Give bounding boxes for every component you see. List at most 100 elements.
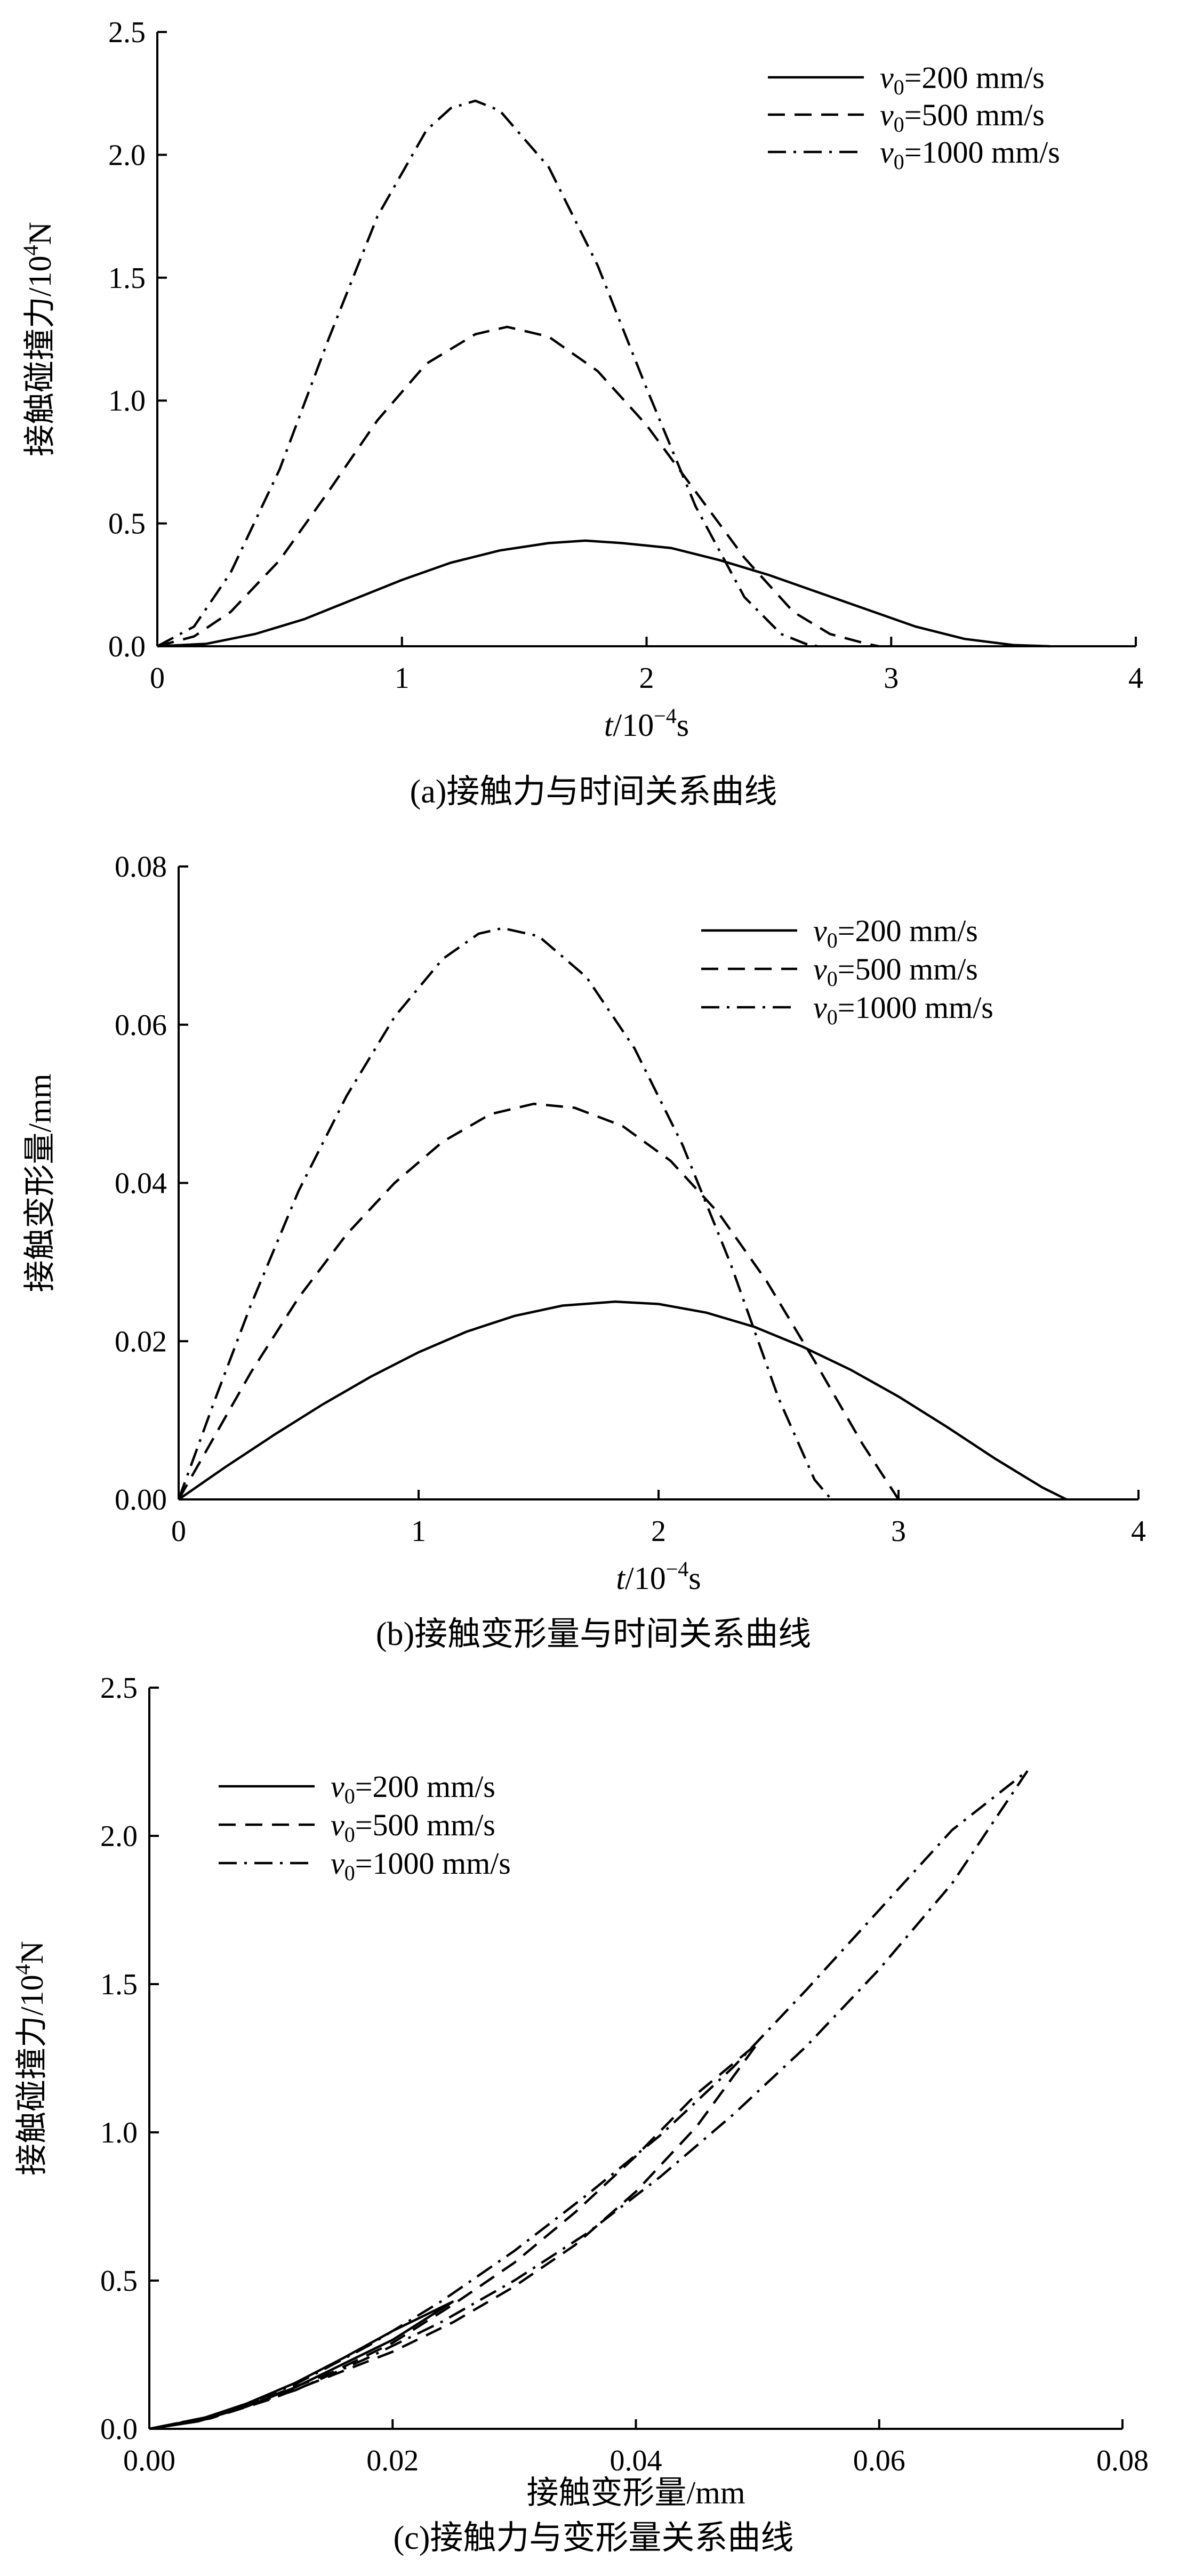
legend-label: v0=500 mm/s	[331, 1808, 495, 1847]
y-tick-label: 1.0	[100, 2116, 138, 2149]
x-tick-label: 3	[891, 1515, 906, 1548]
y-tick-label: 0.0	[108, 630, 146, 663]
legend-sub: 0	[894, 75, 904, 99]
series-line-solid	[149, 2300, 454, 2430]
legend-sub: 0	[344, 1784, 355, 1808]
series-line-dashdot	[156, 99, 819, 648]
legend-label: v0=200 mm/s	[813, 913, 978, 952]
legend: v0=200 mm/sv0=500 mm/sv0=1000 mm/s	[768, 60, 1060, 174]
legend: v0=200 mm/sv0=500 mm/sv0=1000 mm/s	[219, 1769, 511, 1885]
y-axis-label: 接触碰撞力/104N	[19, 222, 58, 456]
legend: v0=200 mm/sv0=500 mm/sv0=1000 mm/s	[701, 913, 993, 1029]
legend-label: v0=1000 mm/s	[880, 135, 1060, 174]
legend-rest: =200 mm/s	[838, 913, 978, 948]
series-line-solid	[157, 539, 1050, 648]
y-tick-label: 2.5	[108, 16, 146, 49]
y-label-text: 接触碰撞力/10	[22, 255, 58, 456]
y-tick-label: 1.5	[100, 1968, 138, 2001]
legend-var: v	[813, 952, 827, 986]
y-label-text: 接触碰撞力/10	[14, 1975, 50, 2176]
y-tick-label: 2.0	[108, 139, 146, 172]
chart-caption: (c)接触力与变形量关系曲线	[394, 2520, 794, 2556]
legend-sub: 0	[344, 1861, 355, 1885]
y-tick-label: 0.0	[100, 2413, 138, 2446]
series-line-solid	[178, 1300, 1067, 1501]
x-tick-label: 0.02	[366, 2444, 419, 2477]
legend-sub: 0	[827, 928, 838, 952]
y-tick-label: 1.5	[108, 262, 146, 295]
legend-var: v	[331, 1769, 344, 1804]
y-tick-label: 2.0	[100, 1820, 138, 1853]
x-tick-label: 2	[651, 1515, 666, 1548]
x-label-exp: −4	[654, 704, 677, 728]
legend-sub: 0	[894, 113, 904, 137]
y-label-unit: N	[22, 222, 58, 245]
legend-rest: =200 mm/s	[904, 60, 1045, 95]
legend-sub: 0	[894, 150, 904, 174]
x-label-tail: s	[688, 1561, 701, 1596]
x-tick-label: 3	[884, 662, 899, 695]
legend-var: v	[331, 1846, 344, 1881]
x-tick-label: 4	[1131, 1515, 1146, 1548]
legend-label: v0=1000 mm/s	[331, 1846, 511, 1885]
x-tick-label: 0.06	[853, 2444, 905, 2477]
x-label-var: t	[616, 1561, 625, 1596]
chart-c: 0.00 0.02 0.04 0.06 0.080.00.51.01.52.02.5v0…	[11, 1672, 1149, 2556]
x-tick-label: 0	[150, 662, 165, 695]
legend-rest: =1000 mm/s	[838, 990, 993, 1025]
legend-label: v0=200 mm/s	[880, 60, 1045, 99]
y-label-text: 接触变形量/mm	[22, 1073, 58, 1292]
y-tick-label: 0.06	[115, 1009, 167, 1042]
chart-caption: (b)接触变形量与时间关系曲线	[376, 1616, 811, 1652]
x-tick-label: 0	[171, 1515, 186, 1548]
legend-label: v0=500 mm/s	[880, 98, 1045, 137]
chart-caption: (a)接触力与时间关系曲线	[410, 774, 777, 810]
legend-var: v	[880, 98, 894, 132]
y-label-exp: 4	[11, 1964, 35, 1975]
legend-label: v0=200 mm/s	[331, 1769, 495, 1808]
y-tick-label: 0.5	[100, 2265, 138, 2298]
y-label-unit: N	[14, 1941, 50, 1964]
legend-sub: 0	[344, 1823, 355, 1847]
x-label-tail: s	[677, 708, 689, 743]
x-axis-label: t/10−4s	[604, 704, 689, 743]
legend-rest: =1000 mm/s	[355, 1846, 511, 1881]
x-label-var: t	[604, 708, 614, 743]
y-label-exp: 4	[19, 245, 43, 255]
legend-var: v	[880, 135, 894, 170]
x-tick-label: 2	[639, 662, 654, 695]
series-line-dashdot	[149, 1769, 1029, 2430]
y-axis-label: 接触变形量/mm	[22, 1073, 58, 1292]
legend-rest: =500 mm/s	[838, 952, 978, 986]
y-tick-label: 0.00	[115, 1483, 167, 1516]
x-tick-label: 1	[411, 1515, 426, 1548]
x-tick-label: 4	[1128, 662, 1143, 695]
x-tick-label: 0.08	[1096, 2444, 1149, 2477]
y-tick-label: 0.02	[115, 1325, 167, 1358]
legend-var: v	[331, 1808, 344, 1842]
series-line-dashdot	[177, 927, 832, 1500]
y-axis-label: 接触碰撞力/104N	[11, 1941, 50, 2176]
y-tick-label: 0.04	[115, 1167, 167, 1200]
legend-rest: =500 mm/s	[904, 98, 1045, 132]
legend-label: v0=500 mm/s	[813, 952, 978, 991]
x-tick-label: 0.04	[610, 2444, 662, 2477]
x-tick-label: 0.00	[123, 2444, 175, 2477]
legend-var: v	[813, 990, 827, 1025]
legend-rest: =1000 mm/s	[904, 135, 1060, 170]
y-tick-label: 0.5	[108, 508, 146, 541]
series-line-dash	[149, 2042, 759, 2430]
legend-sub: 0	[827, 1005, 838, 1029]
y-tick-label: 0.08	[115, 850, 167, 884]
y-tick-label: 1.0	[108, 384, 146, 418]
series-line-dash	[157, 325, 879, 648]
legend-var: v	[813, 913, 827, 948]
x-label-unit: /10	[625, 1561, 666, 1596]
x-tick-label: 1	[395, 662, 410, 695]
x-label-exp: −4	[666, 1557, 689, 1581]
series-line-dash	[178, 1102, 900, 1500]
chart-a: 0 1 2 3 40.00.51.01.52.02.5v0=200 mm/sv0=500…	[19, 16, 1143, 810]
legend-var: v	[880, 60, 894, 95]
legend-sub: 0	[827, 967, 838, 991]
